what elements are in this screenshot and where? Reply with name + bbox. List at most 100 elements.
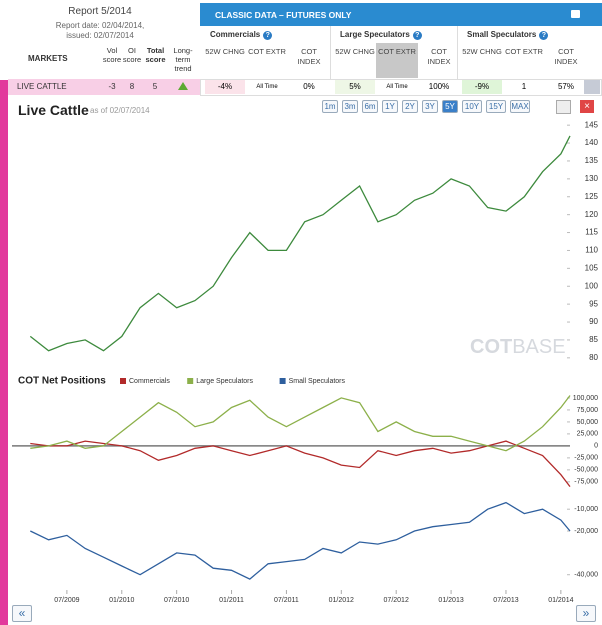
sub-head: COT INDEX — [427, 47, 451, 66]
y-tick-label: -50,000 — [574, 467, 598, 474]
y-tick-label: 95 — [589, 299, 598, 308]
legend-swatch — [120, 378, 126, 384]
x-tick-label: 07/2011 — [274, 597, 299, 604]
report: Report 5/2014 — [68, 6, 132, 17]
sub-head: 52W CHNG — [205, 47, 245, 56]
data-cell: 0% — [303, 82, 315, 91]
help-icon[interactable]: ? — [263, 31, 273, 40]
issued: issued: 02/07/2014 — [66, 31, 134, 40]
col-head: Total score — [145, 46, 166, 64]
y-tick-label: 0 — [594, 443, 598, 450]
wm: COT — [470, 336, 513, 358]
wm: BASE — [512, 336, 566, 358]
group-head: Large Speculators? — [340, 30, 422, 40]
next-button[interactable]: » — [576, 605, 596, 622]
sub-head: COT INDEX — [554, 47, 578, 66]
x-tick-label: 07/2013 — [493, 597, 518, 604]
watermark: COTBASE — [470, 336, 566, 359]
legend-swatch — [279, 378, 286, 384]
cot-title: COT Net Positions — [18, 376, 106, 387]
data-cell: 5% — [335, 80, 375, 94]
col-head: OI score — [122, 46, 142, 64]
range-button[interactable]: 1Y — [382, 100, 398, 113]
banner-title: CLASSIC DATA – FUTURES ONLY — [215, 10, 352, 20]
y-tick-label: 85 — [589, 335, 598, 344]
x-tick-label: 01/2014 — [548, 597, 573, 604]
legend-label: Small Speculators — [289, 378, 346, 385]
range-button[interactable]: 6m — [362, 100, 378, 113]
report-date: Report date: 02/04/2014, — [55, 21, 145, 30]
x-tick-label: 07/2010 — [164, 597, 189, 604]
range-button[interactable]: 15Y — [486, 100, 506, 113]
close-button[interactable]: × — [580, 100, 594, 113]
print-button[interactable] — [556, 100, 571, 114]
group-head: Small Speculators? — [467, 30, 549, 40]
separator — [457, 26, 458, 79]
as-of: as of 02/07/2014 — [90, 106, 150, 115]
series-line — [30, 440, 571, 487]
range-button[interactable]: MAX — [510, 100, 530, 113]
x-tick-label: 01/2013 — [438, 597, 463, 604]
series-line — [30, 501, 571, 580]
legend-swatch — [187, 378, 194, 384]
range-button[interactable]: 2Y — [402, 100, 418, 113]
y-tick-label: 140 — [585, 138, 599, 147]
range-button[interactable]: 3Y — [422, 100, 438, 113]
data-cell: All Time — [386, 84, 408, 90]
y-tick-label: 125 — [585, 192, 599, 201]
active-column — [376, 43, 418, 78]
sub-head: COT EXTR — [505, 47, 543, 56]
sub-head: COT EXTR — [378, 47, 416, 56]
chart-title: Live Cattle — [18, 102, 89, 118]
range-button[interactable]: 1m — [322, 100, 338, 113]
score: -3 — [108, 82, 116, 91]
y-tick-label: 110 — [585, 246, 598, 255]
range-button[interactable]: 3m — [342, 100, 358, 113]
y-tick-label: 100,000 — [573, 395, 598, 402]
data-cell: -9% — [462, 80, 502, 94]
y-tick-label: 50,000 — [577, 419, 599, 426]
y-tick-label: -10,000 — [574, 506, 598, 513]
markets: MARKETS — [28, 54, 68, 63]
help-icon[interactable]: ? — [539, 31, 549, 40]
sub-head: COT EXTR — [248, 47, 286, 56]
y-tick-label: 105 — [585, 263, 599, 272]
y-tick-label: 135 — [585, 156, 599, 165]
col-head: Vol score — [102, 46, 122, 64]
y-tick-label: 100 — [585, 281, 599, 290]
score: 8 — [129, 82, 135, 91]
series-line — [29, 135, 571, 352]
sub-head: 52W CHNG — [335, 47, 375, 56]
sub-head: COT INDEX — [297, 47, 321, 66]
prev-button[interactable]: « — [12, 605, 32, 622]
print-icon[interactable] — [571, 10, 580, 18]
sub-head: 52W CHNG — [462, 47, 502, 56]
y-tick-label: 145 — [585, 120, 599, 129]
y-tick-label: 25,000 — [577, 431, 599, 438]
data-cell: 57% — [557, 82, 574, 91]
col-head: Long-term trend — [173, 46, 193, 73]
range-button[interactable]: 5Y — [442, 100, 458, 113]
banner: CLASSIC DATA – FUTURES ONLY — [200, 3, 602, 26]
y-tick-label: -25,000 — [574, 455, 598, 462]
y-tick-label: 80 — [589, 353, 598, 362]
y-tick-label: -75,000 — [574, 479, 598, 486]
x-tick-label: 01/2010 — [109, 597, 134, 604]
side-stripe — [0, 80, 8, 625]
data-cell: 1 — [521, 82, 527, 91]
x-tick-label: 01/2011 — [219, 597, 244, 604]
market-name[interactable]: LIVE CATTLE — [17, 82, 67, 91]
y-tick-label: 115 — [585, 228, 598, 237]
trend-arrow — [178, 82, 188, 90]
row-dropdown[interactable] — [584, 80, 600, 94]
data-cell: 100% — [428, 82, 450, 91]
data-cell: -4% — [205, 80, 245, 94]
score: 5 — [152, 82, 158, 91]
help-icon[interactable]: ? — [412, 31, 422, 40]
y-tick-label: 130 — [585, 174, 599, 183]
range-button[interactable]: 10Y — [462, 100, 482, 113]
group-head: Commercials? — [210, 30, 273, 40]
y-tick-label: 120 — [585, 210, 599, 219]
legend-label: Commercials — [129, 378, 170, 385]
